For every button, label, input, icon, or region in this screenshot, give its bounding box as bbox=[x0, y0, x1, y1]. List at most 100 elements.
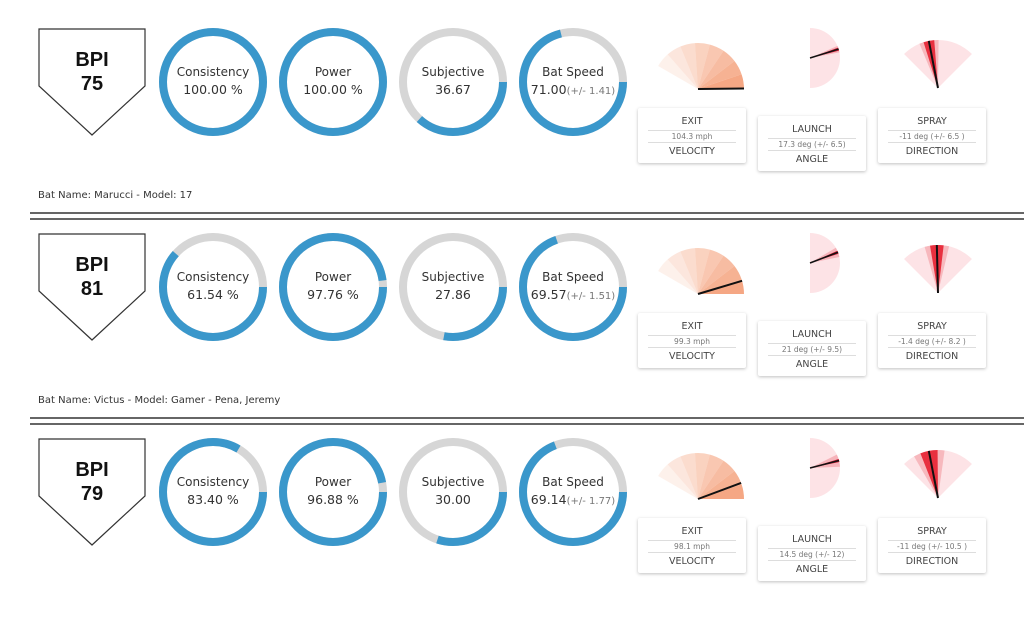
exit-wedge bbox=[694, 248, 710, 294]
exit-wedge bbox=[698, 60, 742, 89]
exit-wedge bbox=[698, 50, 735, 89]
gauge-consistency: Consistency 61.54 % bbox=[157, 231, 269, 343]
exit-wedge bbox=[680, 248, 698, 294]
exit-wedge bbox=[698, 460, 735, 499]
exit-wedge bbox=[698, 44, 724, 89]
launch-value: 14.5 deg (+/- 12) bbox=[768, 548, 856, 561]
launch-background bbox=[810, 28, 840, 88]
spray-title: SPRAY bbox=[917, 526, 947, 537]
exit-needle bbox=[697, 279, 743, 295]
exit-wedge bbox=[667, 456, 698, 499]
bpi-value: 79 bbox=[80, 483, 104, 505]
home-plate-icon bbox=[38, 438, 146, 546]
gauge-value: 97.76 % bbox=[307, 287, 359, 302]
exit-wedge bbox=[698, 265, 742, 294]
exit-wedge bbox=[694, 43, 710, 89]
gauge-fill bbox=[399, 438, 507, 546]
gauge-fill bbox=[519, 233, 627, 341]
exit-title: EXIT bbox=[681, 321, 703, 332]
gauge-power: Power 96.88 % bbox=[277, 436, 389, 548]
gauge-subjective: Subjective 30.00 bbox=[397, 436, 509, 548]
spray-direction-fan bbox=[904, 450, 972, 499]
gauge-label: Consistency bbox=[176, 475, 250, 489]
gauge-value: 69.14 bbox=[530, 492, 567, 507]
gauge-fill bbox=[279, 28, 387, 136]
gauge-fill bbox=[159, 438, 267, 546]
gauge-label: Power bbox=[314, 65, 352, 79]
spray-direction-fan bbox=[904, 40, 972, 89]
exit-wedge bbox=[658, 464, 698, 499]
exit-wedge bbox=[698, 249, 724, 294]
launch-card: LAUNCH 14.5 deg (+/- 12) ANGLE bbox=[758, 526, 866, 581]
launch-needle bbox=[809, 48, 839, 59]
gauge-value: 61.54 % bbox=[187, 287, 239, 302]
spray-needle bbox=[927, 40, 939, 89]
launch-title: LAUNCH bbox=[792, 124, 832, 135]
spray-subtitle: DIRECTION bbox=[905, 146, 959, 157]
exit-velocity-fan bbox=[658, 43, 745, 90]
exit-wedge bbox=[698, 255, 735, 294]
spray-card: SPRAY -11 deg (+/- 10.5 ) DIRECTION bbox=[878, 518, 986, 573]
launch-subtitle: ANGLE bbox=[795, 359, 829, 370]
exit-value: 99.3 mph bbox=[648, 335, 736, 348]
exit-value: 104.3 mph bbox=[648, 130, 736, 143]
gauge-value: 100.00 % bbox=[303, 82, 363, 97]
launch-background bbox=[810, 438, 840, 498]
gauge-consistency: Consistency 83.40 % bbox=[157, 436, 269, 548]
exit-velocity-fan bbox=[658, 453, 744, 500]
gauge-power: Power 97.76 % bbox=[277, 231, 389, 343]
gauge-fill bbox=[159, 28, 267, 136]
bpi-label: BPI bbox=[75, 254, 109, 276]
gauge-value: 27.86 bbox=[435, 287, 471, 302]
bat-row: BPI 81 Consistency 61.54 % Power 97.76 % … bbox=[0, 225, 1024, 430]
exit-wedge bbox=[658, 54, 698, 89]
gauge-extra: (+/- 1.77) bbox=[566, 496, 616, 507]
gauge-bat-speed: Bat Speed 71.00(+/- 1.41) bbox=[517, 26, 629, 138]
spray-core bbox=[923, 40, 938, 88]
gauge-label: Power bbox=[314, 475, 352, 489]
exit-subtitle: VELOCITY bbox=[669, 351, 715, 362]
spray-subtitle: DIRECTION bbox=[905, 351, 959, 362]
exit-card: EXIT 104.3 mph VELOCITY bbox=[638, 108, 746, 163]
exit-title: EXIT bbox=[681, 526, 703, 537]
gauge-fill bbox=[399, 28, 507, 136]
bat-row: BPI 79 Consistency 83.40 % Power 96.88 % … bbox=[0, 430, 1024, 635]
launch-angle-fan bbox=[809, 28, 840, 88]
exit-wedge bbox=[680, 43, 698, 89]
launch-card: LAUNCH 21 deg (+/- 9.5) ANGLE bbox=[758, 321, 866, 376]
gauge-value: 100.00 % bbox=[183, 82, 243, 97]
gauge-consistency: Consistency 100.00 % bbox=[157, 26, 269, 138]
spray-needle bbox=[935, 244, 939, 294]
exit-wedge bbox=[698, 454, 724, 499]
gauge-label: Subjective bbox=[421, 475, 485, 489]
gauge-label: Bat Speed bbox=[542, 475, 604, 489]
exit-wedge bbox=[667, 251, 698, 294]
launch-subtitle: ANGLE bbox=[795, 154, 829, 165]
exit-subtitle: VELOCITY bbox=[669, 146, 715, 157]
bat-row: BPI 75 Consistency 100.00 % Power 100.00 … bbox=[0, 20, 1024, 225]
exit-wedge bbox=[658, 259, 698, 294]
gauge-value: 30.00 bbox=[435, 492, 471, 507]
gauge-label: Consistency bbox=[176, 270, 250, 284]
exit-wedge bbox=[680, 453, 698, 499]
gauge-fill bbox=[279, 438, 387, 546]
exit-needle bbox=[697, 481, 742, 500]
launch-angle-fan bbox=[809, 438, 840, 498]
launch-needle bbox=[809, 251, 839, 264]
launch-spread bbox=[810, 454, 840, 468]
launch-background bbox=[810, 233, 840, 293]
gauge-subjective: Subjective 36.67 bbox=[397, 26, 509, 138]
spray-value: -1.4 deg (+/- 8.2 ) bbox=[888, 335, 976, 348]
gauge-fill bbox=[399, 233, 507, 341]
divider bbox=[30, 417, 1024, 419]
launch-value: 17.3 deg (+/- 6.5) bbox=[768, 138, 856, 151]
launch-title: LAUNCH bbox=[792, 534, 832, 545]
bpi-label: BPI bbox=[75, 49, 109, 71]
gauge-extra: (+/- 1.41) bbox=[566, 86, 616, 97]
spray-card: SPRAY -1.4 deg (+/- 8.2 ) DIRECTION bbox=[878, 313, 986, 368]
gauge-power: Power 100.00 % bbox=[277, 26, 389, 138]
spray-title: SPRAY bbox=[917, 321, 947, 332]
home-plate-icon bbox=[38, 28, 146, 136]
gauge-value: 96.88 % bbox=[307, 492, 359, 507]
gauge-bat-speed: Bat Speed 69.14(+/- 1.77) bbox=[517, 436, 629, 548]
